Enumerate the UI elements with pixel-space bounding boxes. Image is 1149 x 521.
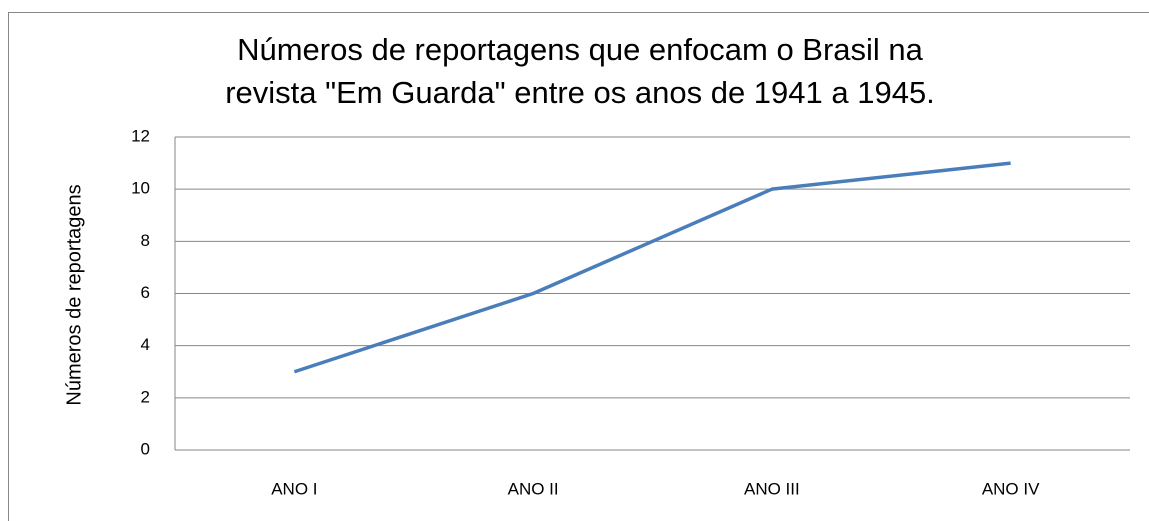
chart-title: Números de reportagens que enfocam o Bra… (237, 32, 924, 67)
x-tick-label: ANO II (508, 479, 559, 498)
y-tick-label: 10 (131, 179, 150, 198)
y-axis-label: Números de reportagens (63, 184, 85, 405)
chart-title: revista "Em Guarda" entre os anos de 194… (225, 75, 935, 110)
data-line (293, 161, 1011, 374)
x-tick-label: ANO I (271, 479, 317, 498)
y-tick-label: 6 (141, 283, 150, 302)
y-tick-label: 4 (141, 335, 150, 354)
y-tick-label: 8 (141, 231, 150, 250)
chart-border (8, 12, 1149, 521)
x-tick-label: ANO III (744, 479, 800, 498)
y-tick-label: 0 (141, 439, 150, 458)
x-tick-label: ANO IV (982, 479, 1040, 498)
y-tick-label: 2 (141, 387, 150, 406)
y-tick-label: 12 (131, 126, 150, 145)
